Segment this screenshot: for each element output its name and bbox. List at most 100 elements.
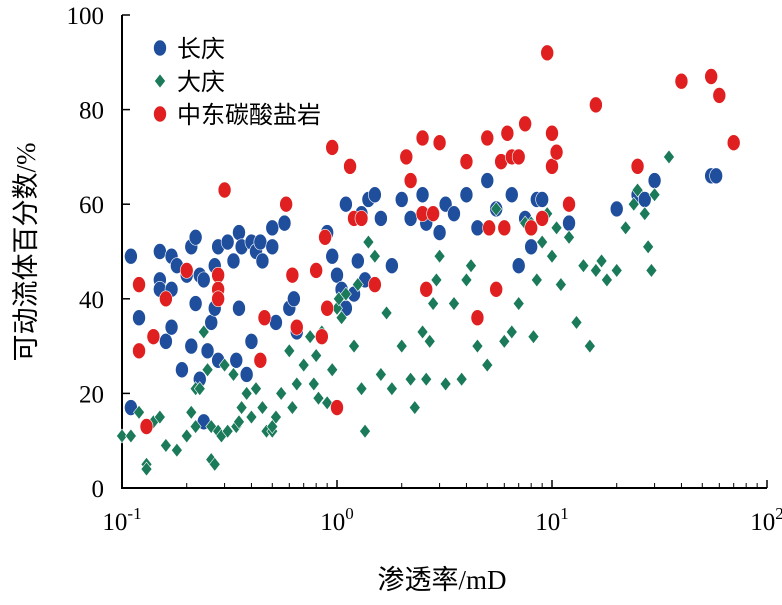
series-1-point: [619, 220, 632, 236]
series-0-point: [287, 290, 301, 308]
series-1-point: [227, 366, 240, 382]
x-axis-label: 渗透率/mD: [377, 565, 506, 595]
series-2-point: [217, 181, 232, 199]
series-0-point: [253, 233, 268, 251]
series-1-point: [439, 376, 452, 392]
series-0-point: [562, 214, 576, 232]
series-0-point: [200, 342, 215, 360]
series-0-point: [447, 205, 461, 222]
series-1-point: [307, 376, 320, 392]
data-points: [116, 44, 741, 477]
series-1-point: [160, 437, 172, 453]
y-tick-label: 20: [79, 381, 104, 408]
series-2-point: [211, 266, 225, 284]
series-2-point: [497, 219, 512, 237]
series-1-point: [359, 423, 371, 439]
series-1-point: [171, 442, 183, 458]
series-0-point: [124, 247, 138, 265]
series-1-point: [527, 329, 540, 345]
series-0-point: [459, 186, 474, 204]
series-1-point: [395, 338, 408, 354]
series-2-point: [704, 68, 718, 85]
series-0-point: [277, 214, 292, 232]
series-2-point: [419, 281, 434, 298]
series-1-point: [221, 423, 234, 439]
series-1-point: [595, 253, 608, 269]
series-1-point: [546, 248, 558, 264]
series-2-point: [549, 143, 564, 161]
series-1-point: [375, 366, 387, 382]
series-1-point: [335, 310, 348, 326]
series-2-point: [562, 195, 576, 213]
series-1-point: [283, 343, 296, 359]
series-0-point: [385, 257, 399, 274]
y-tick-label: 80: [79, 98, 104, 125]
series-1-point: [638, 206, 651, 222]
series-2-point: [159, 290, 173, 308]
series-1-point: [297, 357, 310, 373]
series-2-point: [489, 281, 503, 298]
series-0-point: [709, 167, 723, 185]
series-1-point: [340, 286, 352, 302]
series-2-point: [470, 309, 485, 327]
series-2-point: [343, 158, 357, 175]
series-2-point: [432, 134, 447, 152]
series-1-point: [490, 201, 503, 217]
series-0-point: [351, 252, 365, 270]
series-2-point: [139, 418, 154, 435]
series-1-point: [577, 258, 590, 274]
series-1-point: [433, 248, 446, 264]
series-1-point: [233, 414, 245, 430]
series-1-point: [601, 272, 613, 288]
series-1-point: [133, 404, 145, 420]
x-tick-label: 100: [320, 504, 354, 536]
series-2-point: [535, 210, 549, 227]
series-2-point: [712, 87, 727, 104]
series-0-point: [403, 210, 418, 227]
series-0-point: [184, 337, 199, 355]
series-2-point: [318, 229, 332, 246]
x-tick-label: 101: [535, 504, 569, 536]
legend-marker-2: [153, 105, 167, 123]
series-0-point: [609, 200, 624, 218]
series-2-point: [545, 124, 559, 142]
series-1-point: [197, 324, 210, 340]
series-1-point: [362, 234, 375, 250]
series-0-point: [188, 295, 203, 312]
series-1-point: [250, 381, 262, 397]
series-2-point: [309, 262, 323, 279]
series-2-point: [726, 134, 741, 152]
series-0-point: [232, 224, 246, 241]
x-tick-label: 10-1: [102, 504, 141, 536]
series-1-point: [218, 357, 231, 373]
series-1-point: [471, 338, 484, 354]
series-1-point: [448, 296, 460, 312]
series-1-point: [351, 277, 364, 293]
series-2-point: [289, 318, 304, 336]
series-2-point: [415, 129, 430, 147]
series-1-point: [610, 262, 623, 278]
series-1-point: [153, 409, 166, 425]
series-1-point: [116, 428, 128, 444]
series-2-point: [459, 153, 474, 170]
series-1-point: [512, 296, 525, 312]
series-0-point: [175, 361, 189, 379]
series-1-point: [481, 357, 494, 373]
series-0-point: [330, 266, 344, 284]
series-0-point: [374, 210, 388, 227]
series-1-point: [355, 381, 368, 397]
series-0-point: [511, 257, 526, 274]
series-0-point: [265, 238, 280, 256]
series-1-point: [180, 428, 193, 444]
series-1-point: [423, 333, 436, 349]
series-1-point: [404, 371, 417, 387]
series-0-point: [244, 333, 259, 350]
series-1-point: [312, 390, 325, 406]
series-1-point: [555, 277, 567, 293]
series-2-point: [524, 219, 538, 237]
series-1-point: [563, 229, 575, 245]
series-1-point: [185, 404, 198, 420]
series-2-point: [399, 148, 414, 166]
series-1-point: [189, 419, 202, 434]
series-1-point: [460, 272, 473, 288]
